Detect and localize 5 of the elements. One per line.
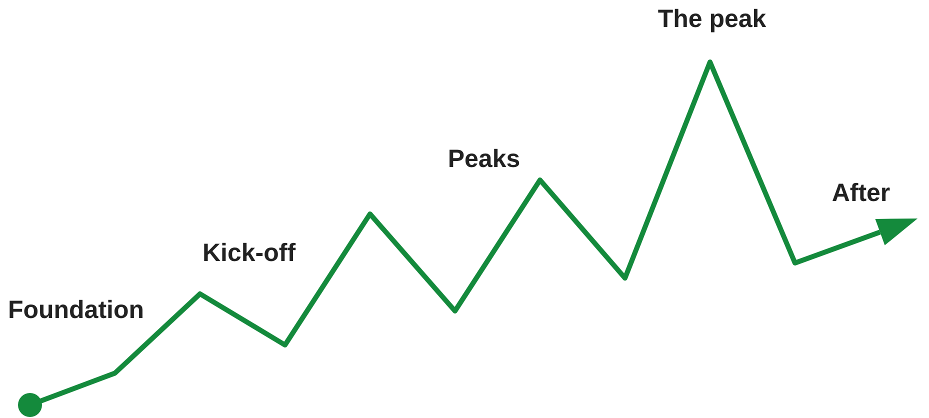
annotation: Kick-off xyxy=(202,239,296,267)
annotation: After xyxy=(832,179,890,207)
annotation: Foundation xyxy=(8,296,144,324)
annotation: Peaks xyxy=(448,145,520,173)
text: The peak xyxy=(658,5,766,33)
